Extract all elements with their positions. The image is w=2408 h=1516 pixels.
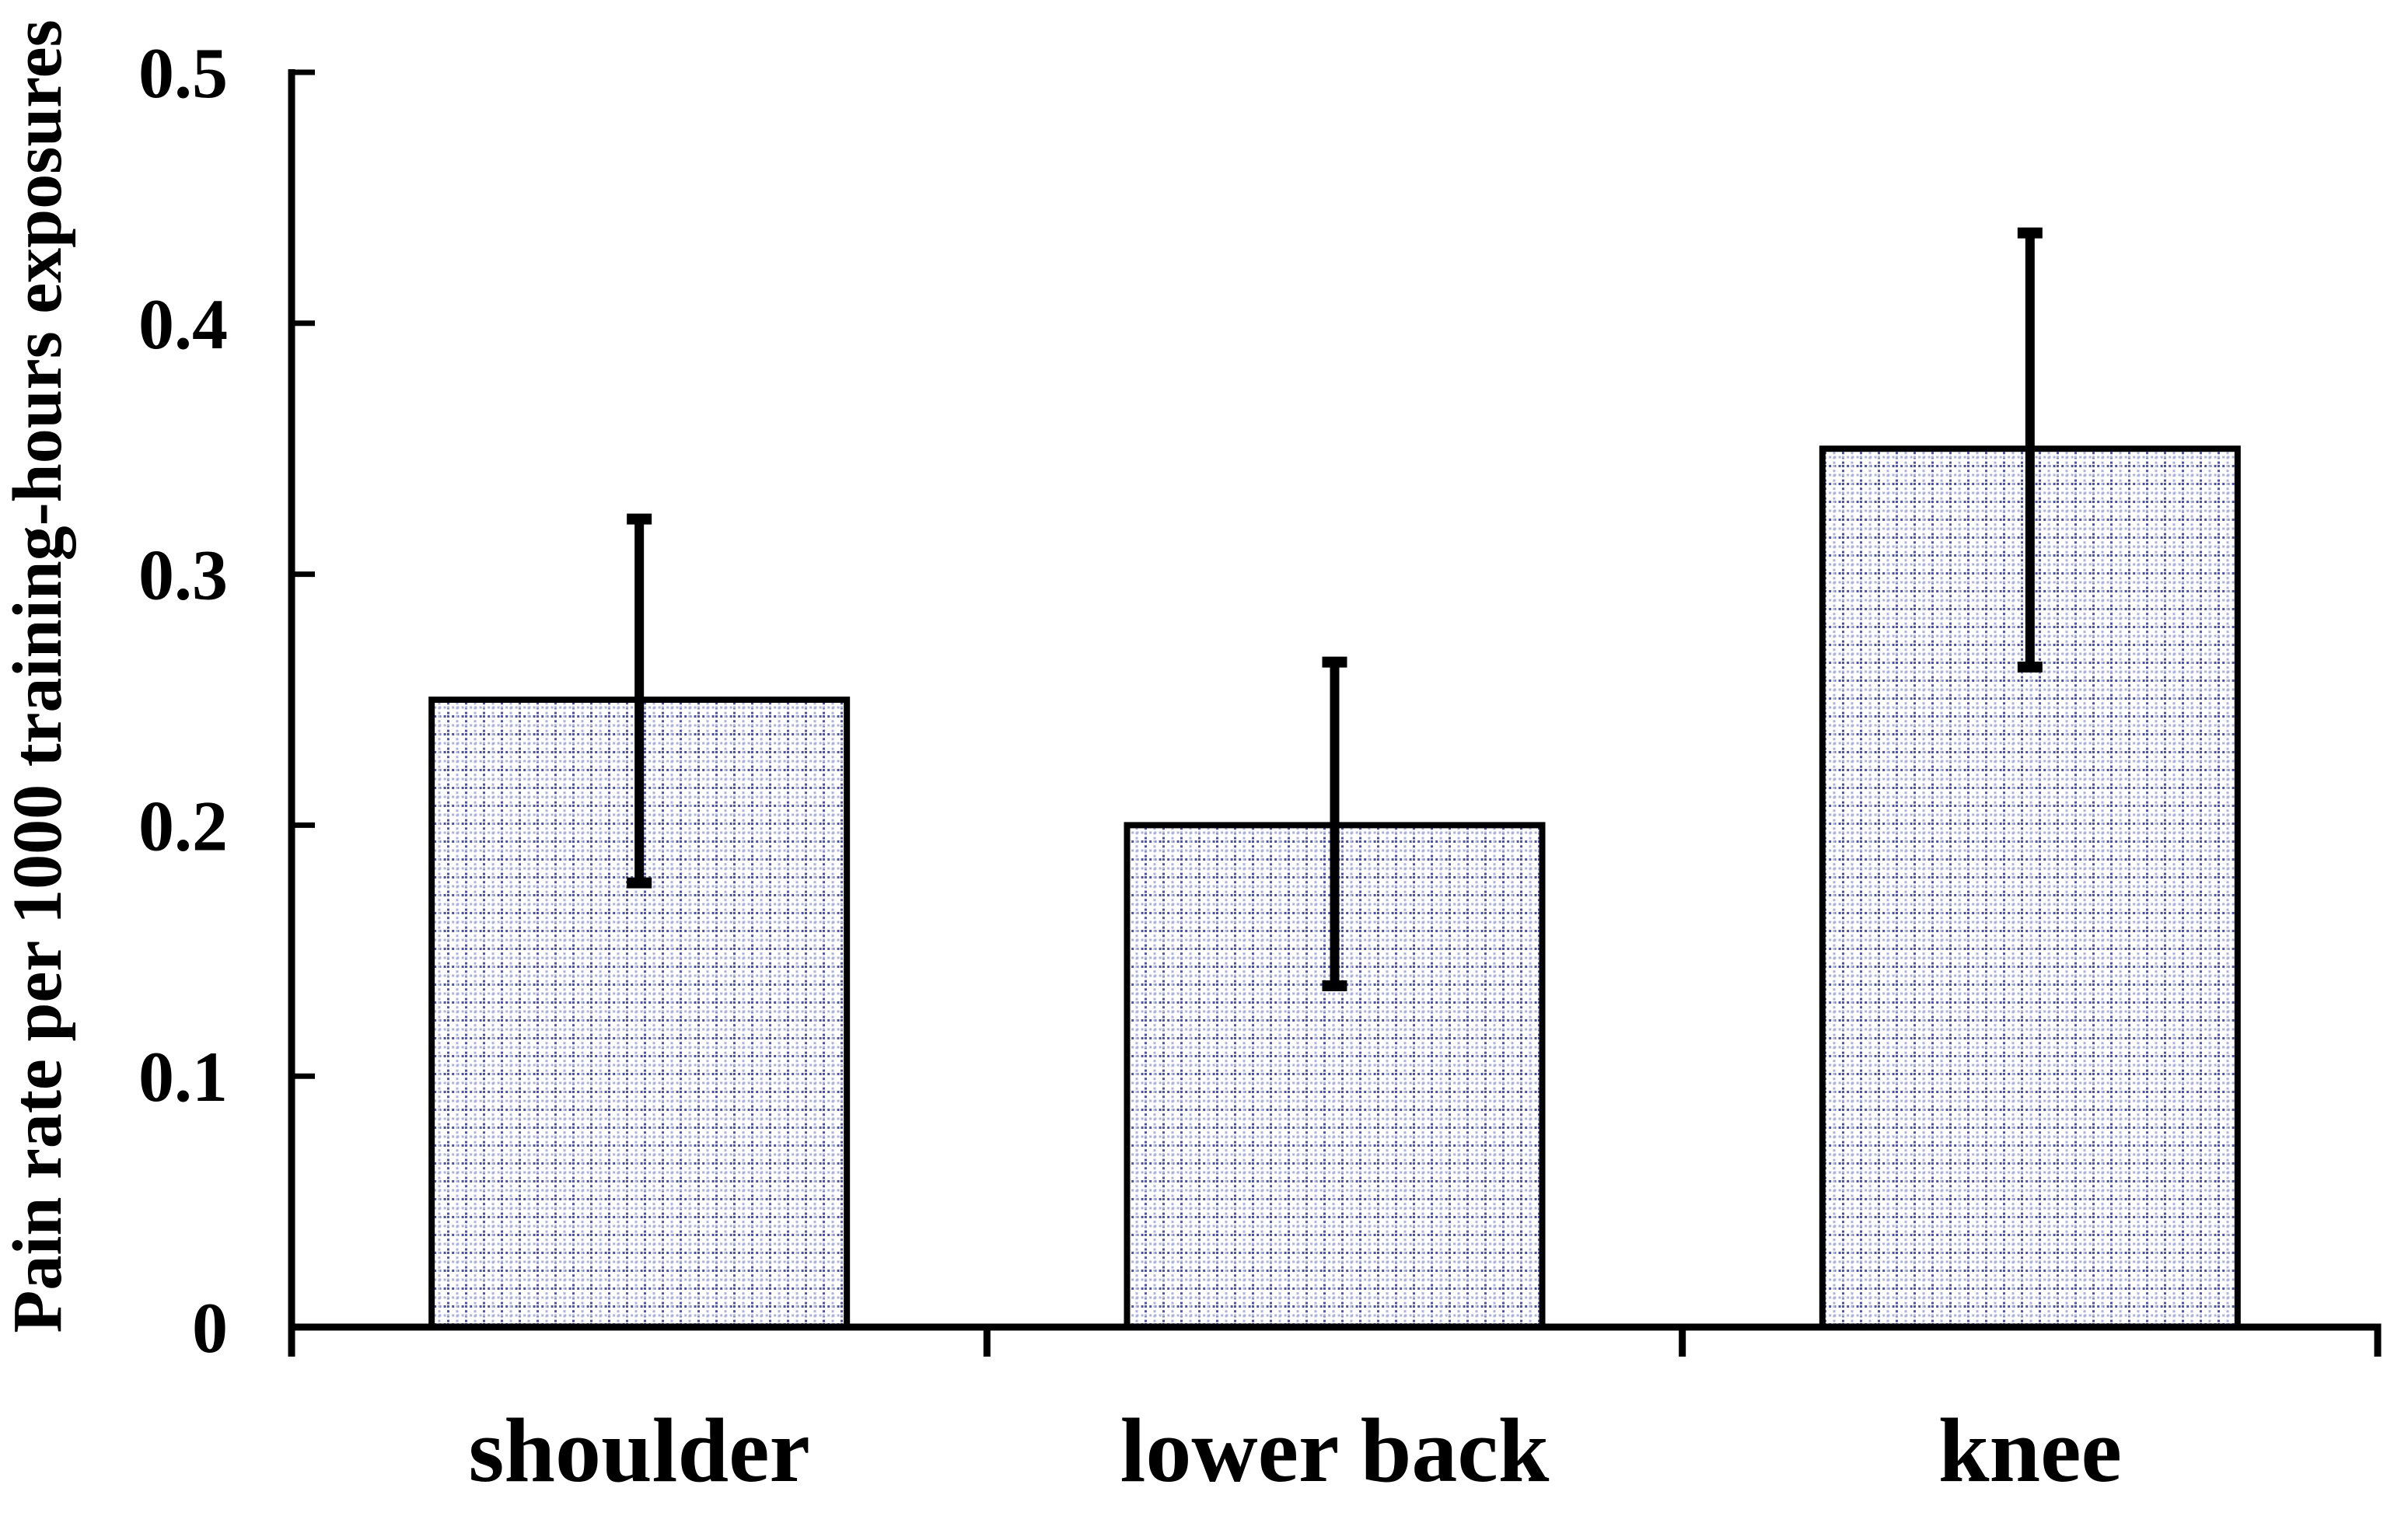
axes-layer	[288, 69, 2382, 1331]
y-tick-label: 0.5	[138, 33, 228, 113]
y-tick-label: 0.4	[138, 285, 228, 364]
y-tick-label: 0.1	[138, 1037, 228, 1116]
error-bar-lower-back	[1322, 656, 1347, 991]
error-bar-shoulder	[627, 513, 652, 889]
error-bar-knee	[2017, 227, 2043, 673]
y-tick-label: 0.3	[138, 536, 228, 615]
y-tick-label: 0.2	[138, 786, 228, 865]
ticks-layer	[288, 69, 2382, 1357]
x-category-label-lower-back: lower back	[1120, 1399, 1550, 1501]
y-tick-label: 0	[192, 1288, 228, 1368]
x-category-label-knee: knee	[1938, 1399, 2122, 1501]
error-bars-layer	[627, 227, 2043, 991]
x-category-label-shoulder: shoulder	[468, 1399, 809, 1501]
labels-layer: 0 0.1 0.2 0.3 0.4 0.5 shoulder lower back knee	[138, 33, 2122, 1501]
y-axis-title: Pain rate per 1000 training-hours exposu…	[0, 19, 76, 1333]
